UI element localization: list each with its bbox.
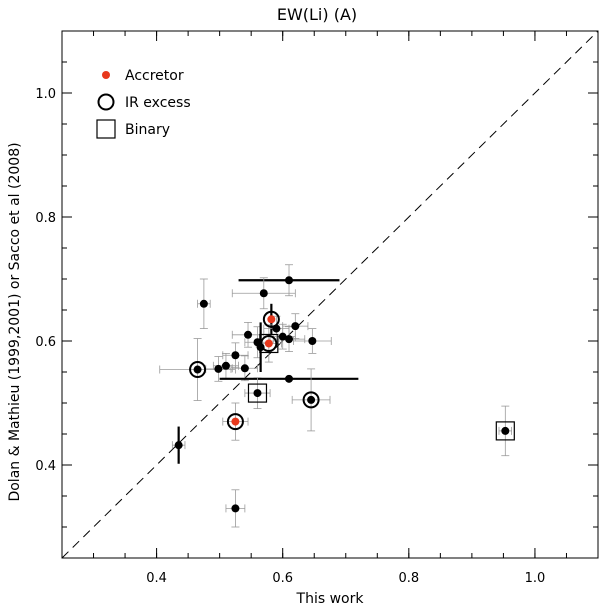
data-point bbox=[308, 337, 317, 345]
binary-square bbox=[495, 421, 515, 441]
legend-accretor-symbol bbox=[102, 71, 110, 79]
binary-square bbox=[247, 383, 268, 403]
ir-excess-ring bbox=[226, 413, 244, 431]
accretor-point bbox=[267, 315, 276, 324]
data-point bbox=[272, 324, 281, 333]
data-point bbox=[285, 374, 294, 383]
data-point bbox=[231, 504, 240, 513]
legend-ir-excess-symbol bbox=[97, 93, 115, 111]
data-point bbox=[307, 395, 316, 404]
data-point bbox=[285, 276, 294, 285]
y-tick-label: 0.6 bbox=[35, 335, 56, 350]
ir-excess-ring bbox=[189, 361, 207, 379]
ir-excess-ring bbox=[302, 391, 320, 409]
data-point bbox=[199, 299, 208, 308]
data-point bbox=[193, 365, 202, 374]
data-point bbox=[244, 330, 253, 339]
y-tick-label: 1.0 bbox=[35, 87, 56, 102]
accretor-point bbox=[264, 339, 273, 348]
data-point bbox=[256, 343, 265, 352]
ir-excess-ring bbox=[262, 310, 280, 328]
legend-label: IR excess bbox=[125, 95, 191, 111]
data-point bbox=[278, 332, 287, 341]
plot-frame bbox=[61, 30, 599, 559]
data-point bbox=[259, 289, 268, 298]
x-axis-label: This work bbox=[296, 591, 365, 606]
data-point bbox=[174, 441, 183, 450]
data-point bbox=[214, 364, 223, 373]
x-tick-label: 1.0 bbox=[525, 571, 546, 586]
chart-title: EW(Li) (A) bbox=[277, 5, 357, 24]
data-point bbox=[501, 426, 510, 435]
accretor-point bbox=[231, 417, 240, 426]
y-tick-label: 0.8 bbox=[35, 211, 56, 226]
x-tick-label: 0.6 bbox=[272, 571, 293, 586]
data-point bbox=[291, 322, 300, 331]
y-axis-label: Dolan & Mathieu (1999,2001) or Sacco et … bbox=[7, 142, 23, 501]
data-point bbox=[285, 335, 294, 344]
data-point bbox=[231, 351, 240, 360]
data-point bbox=[253, 389, 262, 398]
x-tick-label: 0.8 bbox=[398, 571, 419, 586]
plot-area: 0.4 0.6 0.8 1.0 0.4 0.6 0.8 1.0 Accretor IR exces… bbox=[35, 30, 599, 586]
x-tick-label: 0.4 bbox=[146, 571, 167, 586]
data-point bbox=[240, 364, 249, 373]
data-point bbox=[221, 361, 230, 370]
legend-label: Accretor bbox=[125, 68, 184, 84]
legend-label: Binary bbox=[125, 122, 170, 138]
one-to-one-line bbox=[61, 30, 599, 559]
legend-binary-symbol bbox=[96, 119, 116, 139]
y-tick-label: 0.4 bbox=[35, 459, 56, 474]
